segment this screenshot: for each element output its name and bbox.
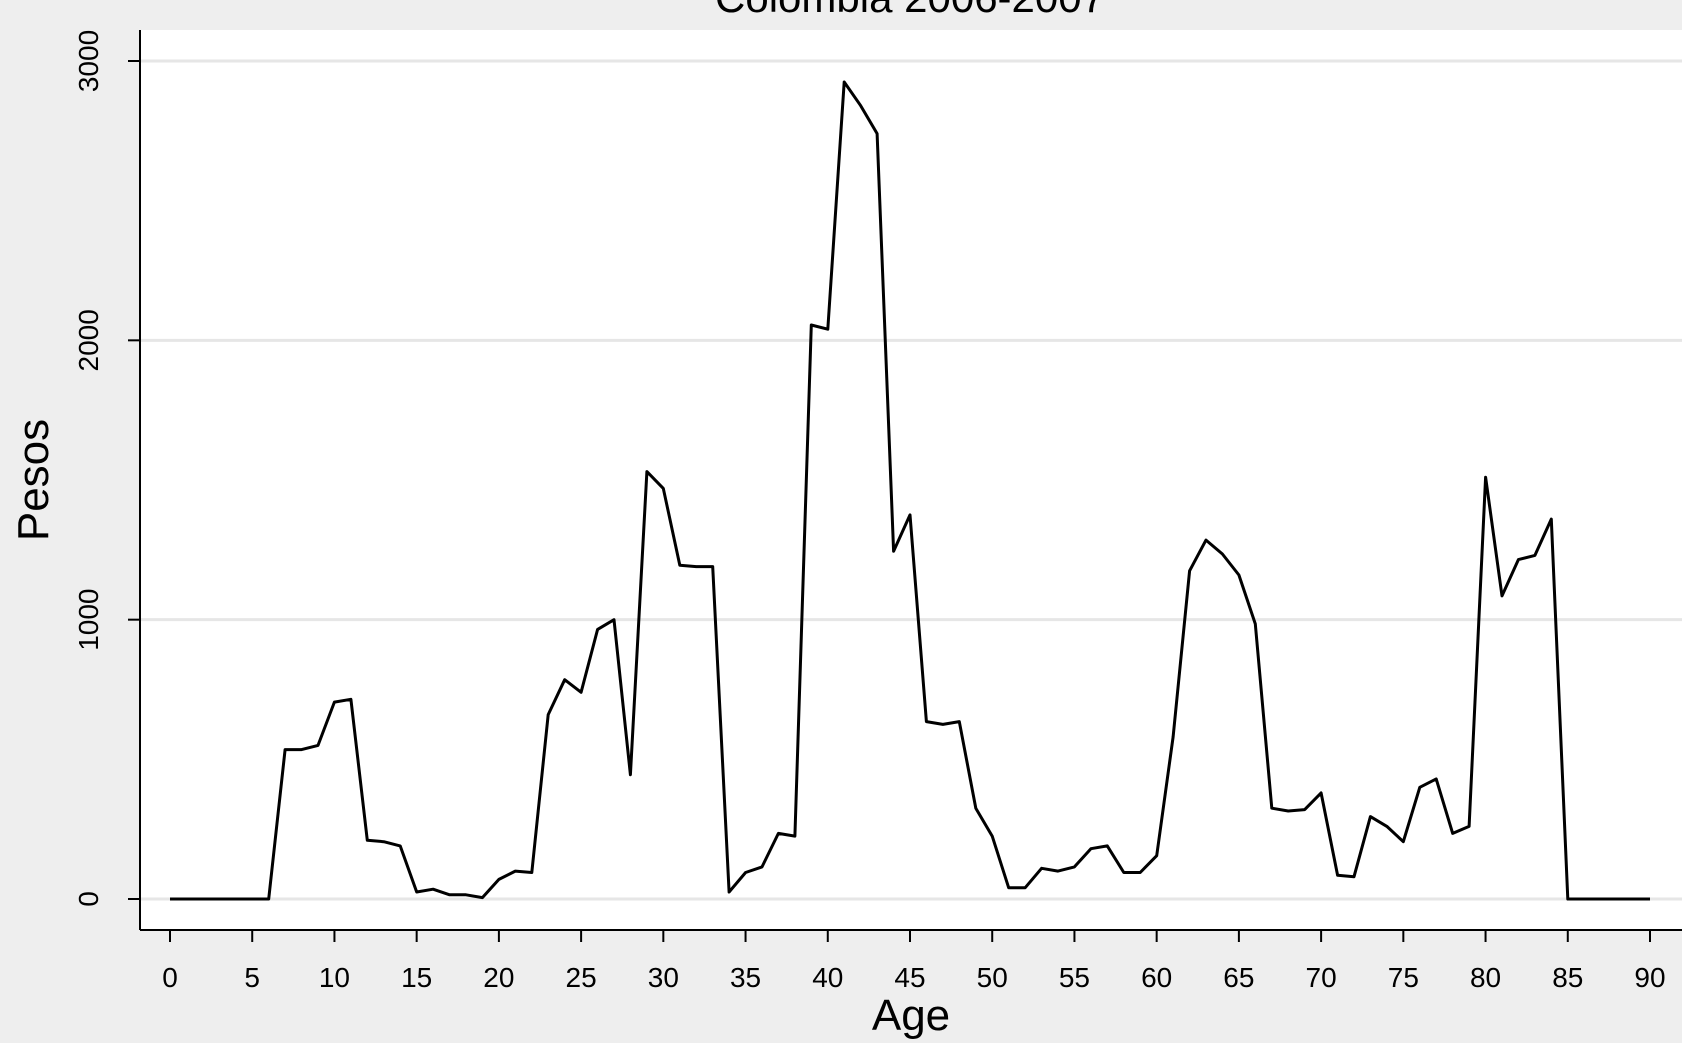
x-tick-label-85: 85: [1552, 962, 1583, 993]
x-tick-label-75: 75: [1388, 962, 1419, 993]
y-tick-label-0: 0: [73, 891, 104, 907]
y-tick-label-3000: 3000: [73, 30, 104, 92]
y-axis-title: Pesos: [9, 419, 58, 541]
x-axis-title: Age: [872, 991, 950, 1040]
axes: [128, 30, 1682, 942]
x-tick-label-20: 20: [483, 962, 514, 993]
x-tick-label-5: 5: [244, 962, 260, 993]
chart-title: Colombia 2006-2007: [715, 0, 1105, 21]
x-tick-label-45: 45: [894, 962, 925, 993]
x-tick-label-10: 10: [319, 962, 350, 993]
x-tick-label-60: 60: [1141, 962, 1172, 993]
x-tick-label-90: 90: [1634, 962, 1665, 993]
tick-labels: 0 1000 2000 3000 0 5 10 15 20 25 30 35 40 45 50 55 60 65 7…: [73, 30, 1666, 993]
x-tick-label-40: 40: [812, 962, 843, 993]
y-tick-label-2000: 2000: [73, 309, 104, 371]
plot-area: [140, 30, 1682, 930]
gridlines: [140, 59, 1682, 901]
x-tick-label-50: 50: [977, 962, 1008, 993]
x-tick-label-30: 30: [648, 962, 679, 993]
x-tick-label-65: 65: [1223, 962, 1254, 993]
x-tick-label-80: 80: [1470, 962, 1501, 993]
x-tick-label-70: 70: [1306, 962, 1337, 993]
x-tick-label-35: 35: [730, 962, 761, 993]
x-tick-label-25: 25: [566, 962, 597, 993]
x-tick-label-15: 15: [401, 962, 432, 993]
series-line: [170, 80, 1650, 901]
y-tick-label-1000: 1000: [73, 589, 104, 651]
x-tick-label-0: 0: [162, 962, 178, 993]
x-tick-label-55: 55: [1059, 962, 1090, 993]
